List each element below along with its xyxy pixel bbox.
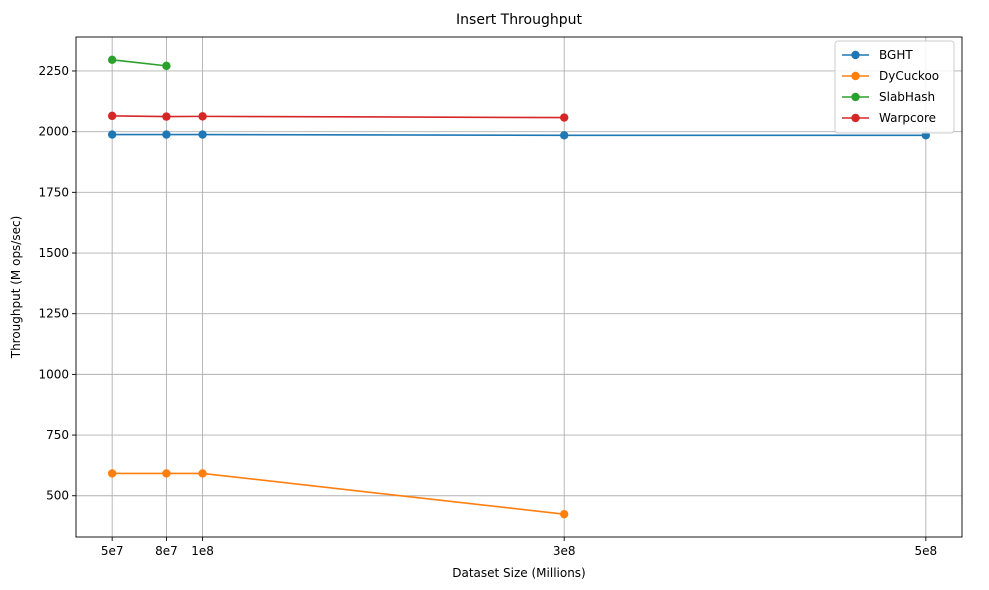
data-point <box>560 113 569 122</box>
data-point <box>162 61 171 71</box>
data-point <box>162 112 171 121</box>
legend-item-dycuckoo: DyCuckoo <box>842 69 939 83</box>
data-point <box>107 111 117 121</box>
legend-marker <box>851 71 860 81</box>
chart-title: Insert Throughput <box>456 12 582 28</box>
series-dycuckoo <box>107 469 569 519</box>
y-tick-label: 1500 <box>38 246 69 260</box>
data-point <box>198 130 207 139</box>
legend: BGHT DyCuckoo SlabHash Warpcore <box>834 40 955 134</box>
y-tick-label: 1250 <box>38 307 69 321</box>
x-tick-label: 1e8 <box>191 544 214 558</box>
legend-label: Warpcore <box>879 111 936 125</box>
legend-marker <box>851 113 860 123</box>
series-line <box>112 133 926 137</box>
plot-frame <box>75 36 963 538</box>
data-point <box>560 509 569 519</box>
data-point <box>107 55 117 65</box>
data-point <box>162 130 171 139</box>
x-axis-ticks: 5e7 8e7 1e8 3e8 5e8 <box>101 537 937 558</box>
y-tick-label: 1750 <box>38 185 69 199</box>
legend-item-slabhash: SlabHash <box>842 90 935 104</box>
legend-label: BGHT <box>879 48 913 62</box>
data-point <box>198 112 207 121</box>
data-point <box>162 469 171 478</box>
y-tick-label: 750 <box>46 428 69 442</box>
series-line <box>112 115 565 119</box>
y-tick-label: 500 <box>46 489 69 503</box>
legend-label: DyCuckoo <box>879 69 939 83</box>
y-tick-label: 2000 <box>38 125 69 139</box>
x-tick-label: 3e8 <box>553 544 576 558</box>
data-point <box>198 469 207 478</box>
series-slabhash <box>107 55 171 71</box>
y-tick-label: 1000 <box>38 367 69 381</box>
legend-marker <box>851 50 860 60</box>
x-tick-label: 8e7 <box>155 544 178 558</box>
legend-item-warpcore: Warpcore <box>842 111 936 125</box>
data-point <box>107 130 117 139</box>
legend-marker <box>851 92 860 102</box>
legend-label: SlabHash <box>879 90 935 104</box>
y-axis-ticks: 500 750 1000 1250 1500 1750 2000 2250 <box>38 64 76 503</box>
x-tick-label: 5e8 <box>915 544 938 558</box>
y-axis-label: Throughput (M ops/sec) <box>9 216 23 360</box>
y-tick-label: 2250 <box>38 64 69 78</box>
series-warpcore <box>107 111 569 122</box>
legend-item-bght: BGHT <box>842 48 913 62</box>
data-point <box>560 131 569 140</box>
legend-frame <box>834 40 955 134</box>
x-axis-label: Dataset Size (Millions) <box>452 566 586 580</box>
data-point <box>107 469 117 478</box>
x-tick-label: 5e7 <box>101 544 124 558</box>
series-line <box>112 59 167 67</box>
series-line <box>112 472 565 515</box>
